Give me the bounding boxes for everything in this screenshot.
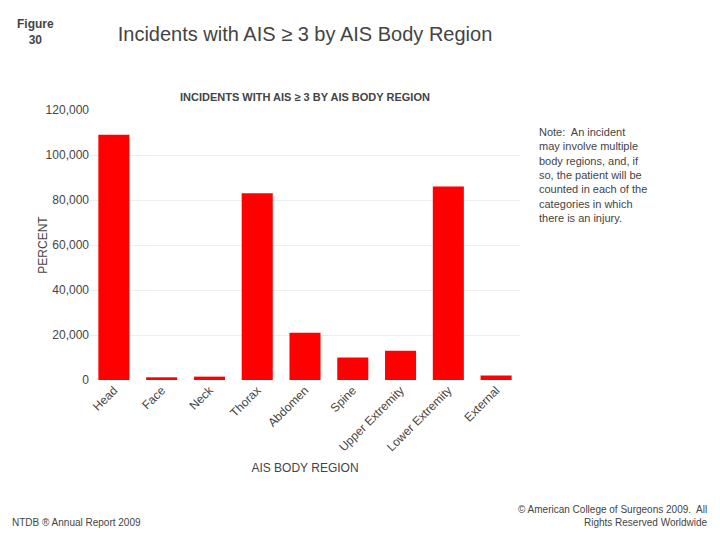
svg-text:100,000: 100,000 — [46, 148, 90, 162]
svg-text:Neck: Neck — [187, 383, 217, 413]
svg-text:AIS BODY REGION: AIS BODY REGION — [251, 461, 358, 475]
svg-text:80,000: 80,000 — [52, 193, 89, 207]
svg-text:0: 0 — [82, 373, 89, 387]
svg-text:Spine: Spine — [328, 383, 360, 415]
svg-text:External: External — [461, 383, 502, 424]
svg-text:40,000: 40,000 — [52, 283, 89, 297]
svg-text:Face: Face — [139, 383, 168, 412]
svg-text:60,000: 60,000 — [52, 238, 89, 252]
svg-text:Lower Extremity: Lower Extremity — [384, 383, 455, 454]
svg-text:120,000: 120,000 — [46, 103, 90, 117]
svg-text:NTDB ® Annual Report 2009: NTDB ® Annual Report 2009 — [12, 517, 141, 528]
svg-text:Upper Extremity: Upper Extremity — [336, 383, 407, 454]
svg-text:Head: Head — [90, 383, 120, 413]
svg-text:PERCENT: PERCENT — [36, 216, 50, 274]
svg-text:INCIDENTS WITH AIS ≥ 3 BY AIS: INCIDENTS WITH AIS ≥ 3 BY AIS BODY REGIO… — [180, 91, 430, 103]
svg-text:Abdomen: Abdomen — [265, 383, 311, 429]
svg-text:Note: An incidentmay involve: Note: An incidentmay involve multiplebod… — [539, 126, 647, 224]
svg-text:Thorax: Thorax — [227, 383, 263, 419]
svg-text:Figure30: Figure30 — [17, 17, 54, 47]
svg-text:Incidents with AIS ≥ 3 by AIS: Incidents with AIS ≥ 3 by AIS Body Regio… — [118, 23, 493, 45]
svg-text:20,000: 20,000 — [52, 328, 89, 342]
svg-text:© American College of Surgeons: © American College of Surgeons 2009. All… — [518, 504, 708, 528]
